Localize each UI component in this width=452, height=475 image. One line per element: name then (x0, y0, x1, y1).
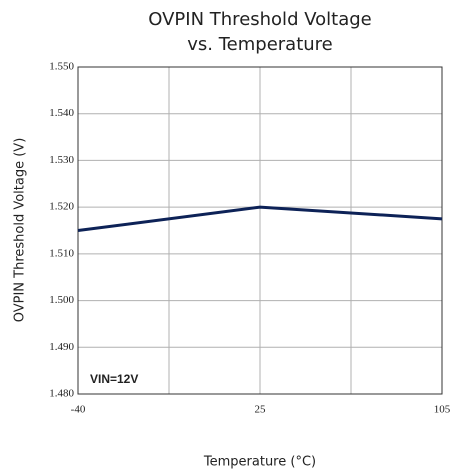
y-tick-label: 1.520 (49, 201, 74, 213)
chart-title: OVPIN Threshold Voltage (148, 9, 371, 30)
y-tick-label: 1.530 (49, 154, 74, 166)
annotation: VIN=12V (90, 372, 138, 386)
y-tick-label: 1.550 (49, 61, 74, 73)
y-axis-label: OVPIN Threshold Voltage (V) (13, 138, 28, 323)
y-tick-label: 1.480 (49, 388, 74, 400)
data-line (77, 205, 443, 232)
chart-title: vs. Temperature (187, 34, 333, 55)
x-axis-label: Temperature (°C) (203, 455, 316, 470)
y-tick-label: 1.490 (49, 341, 74, 353)
x-tick-label: -40 (71, 404, 86, 416)
x-tick-label: 25 (255, 404, 267, 416)
y-tick-label: 1.510 (49, 247, 74, 259)
x-tick-label: 105 (434, 404, 451, 416)
y-tick-label: 1.500 (49, 294, 74, 306)
y-tick-label: 1.540 (49, 107, 74, 119)
